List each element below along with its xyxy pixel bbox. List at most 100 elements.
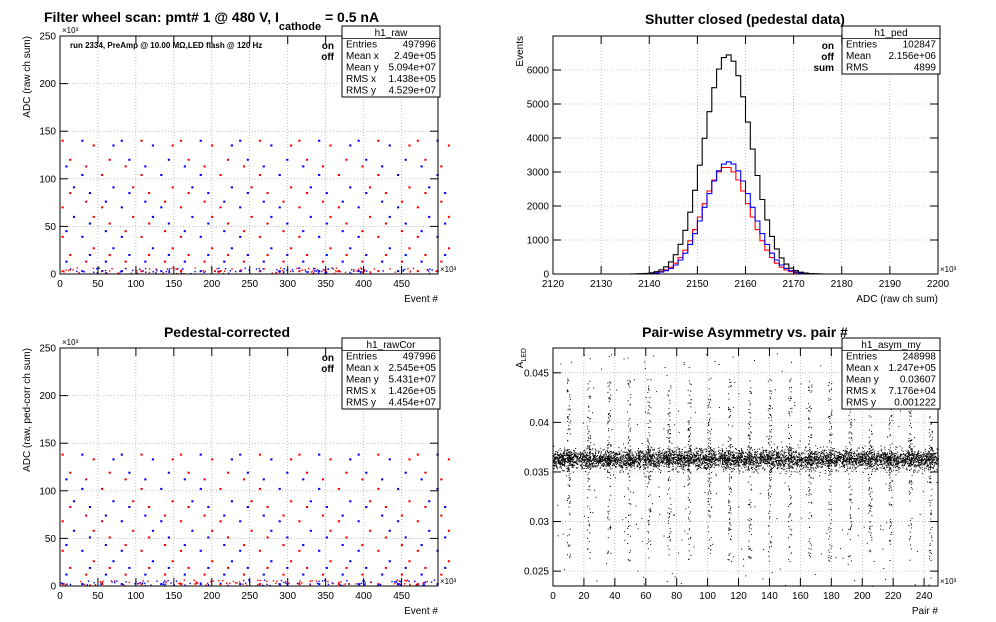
point <box>826 456 828 458</box>
point <box>789 446 791 448</box>
point-baseline <box>152 271 154 273</box>
point <box>852 464 854 466</box>
point-on <box>329 458 332 461</box>
point <box>671 456 673 458</box>
point <box>656 459 658 461</box>
point <box>829 457 831 459</box>
point-on <box>345 158 348 161</box>
point <box>675 457 677 459</box>
point <box>669 464 671 466</box>
point <box>859 456 861 458</box>
point <box>677 459 679 461</box>
point <box>799 456 801 458</box>
point <box>887 454 889 456</box>
point <box>929 457 931 459</box>
point <box>760 462 762 464</box>
point-baseline <box>142 580 144 582</box>
point <box>768 453 770 455</box>
point <box>827 462 829 464</box>
point <box>678 460 680 462</box>
point <box>856 458 858 460</box>
point <box>857 460 859 462</box>
point <box>681 464 683 466</box>
x-tick-label: 350 <box>317 279 334 290</box>
point <box>856 464 858 466</box>
point <box>644 460 646 462</box>
point <box>570 455 572 457</box>
point <box>842 455 844 457</box>
point <box>897 456 899 458</box>
point-on <box>329 529 332 532</box>
point <box>603 458 605 460</box>
point <box>688 458 690 460</box>
point <box>556 451 558 453</box>
point-off <box>199 453 202 456</box>
point <box>799 453 801 455</box>
point <box>873 453 875 455</box>
point <box>560 454 562 456</box>
point <box>606 463 608 465</box>
point <box>886 454 888 456</box>
point-on <box>337 487 341 490</box>
point <box>858 452 860 454</box>
point <box>850 457 852 459</box>
point-on <box>187 158 190 161</box>
point <box>823 460 825 462</box>
point <box>832 450 834 452</box>
point-baseline <box>266 583 268 586</box>
point <box>732 460 734 462</box>
point <box>663 454 665 456</box>
point <box>862 455 864 457</box>
point <box>757 448 759 450</box>
point <box>841 461 843 463</box>
point <box>692 453 694 455</box>
point <box>706 464 708 466</box>
point-off <box>286 158 289 161</box>
point <box>769 461 771 463</box>
point-baseline <box>218 270 220 272</box>
point <box>733 456 735 458</box>
point-on <box>258 583 262 586</box>
point <box>777 456 779 458</box>
point <box>563 470 565 472</box>
point <box>593 456 595 458</box>
point <box>621 459 623 461</box>
stats-value: 102847 <box>903 40 937 51</box>
point <box>729 453 731 455</box>
point <box>660 452 662 454</box>
point <box>870 457 872 459</box>
point <box>861 456 863 458</box>
point <box>895 456 897 458</box>
point <box>694 457 696 459</box>
point <box>931 449 933 451</box>
point-on <box>132 215 135 218</box>
point <box>658 459 660 461</box>
point-baseline <box>292 270 294 273</box>
point <box>618 453 620 455</box>
point-off <box>397 487 400 490</box>
point <box>762 455 764 457</box>
point <box>666 461 668 463</box>
point <box>847 452 849 454</box>
point <box>858 453 860 455</box>
point <box>872 458 874 460</box>
point-baseline <box>433 579 436 581</box>
point <box>907 451 909 453</box>
point <box>900 456 902 458</box>
point <box>588 455 590 457</box>
point <box>768 470 770 472</box>
point <box>581 463 583 465</box>
point <box>928 460 930 462</box>
point <box>703 459 705 461</box>
point <box>760 454 762 456</box>
point-baseline <box>404 579 406 582</box>
point <box>733 451 735 453</box>
point-on <box>132 529 135 532</box>
point <box>651 463 653 465</box>
point <box>920 456 922 458</box>
point <box>740 455 742 457</box>
point-on <box>203 478 206 481</box>
point <box>794 450 796 452</box>
point <box>675 461 677 463</box>
point <box>917 456 919 458</box>
